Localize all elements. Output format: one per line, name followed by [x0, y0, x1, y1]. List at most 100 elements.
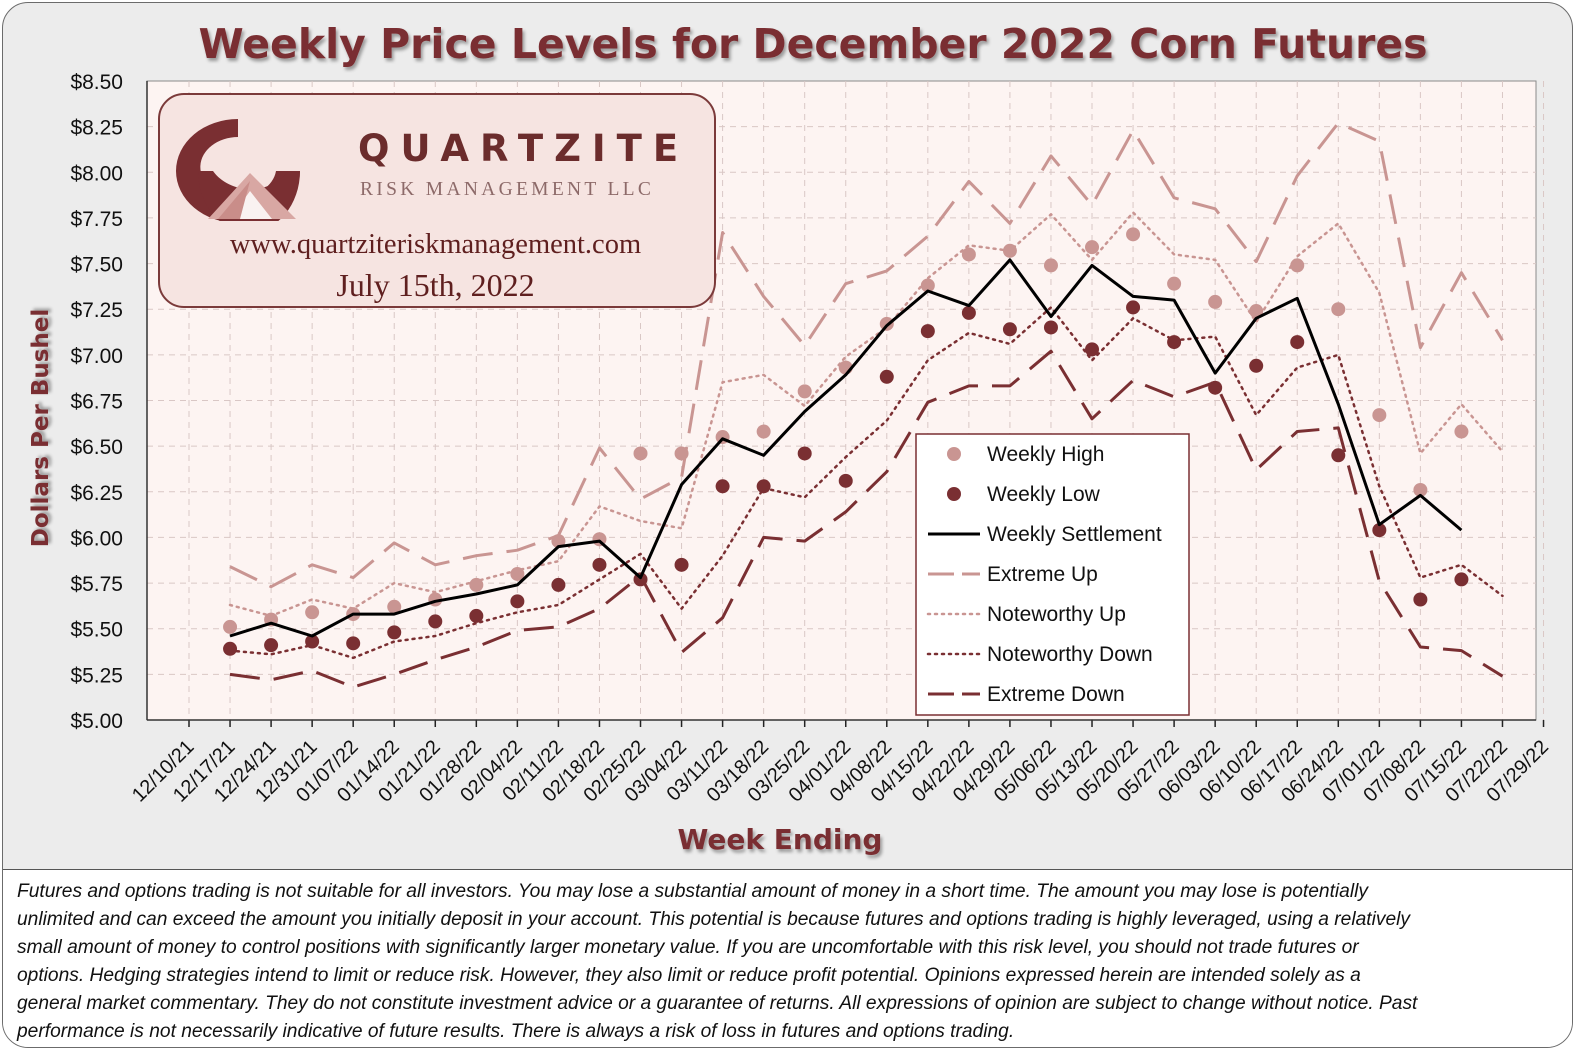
disclaimer-line: options. Hedging strategies intend to li… — [17, 965, 1361, 986]
point-weekly-high — [674, 446, 689, 461]
point-weekly-low — [674, 557, 689, 572]
point-weekly-low — [1002, 322, 1017, 337]
point-weekly-low — [305, 634, 320, 649]
series-line-weekly-settlement — [229, 258, 1463, 638]
point-weekly-high — [223, 619, 238, 634]
legend: Weekly High Weekly Low Weekly Settlement Ex… — [915, 433, 1190, 716]
y-axis: $5.00 $5.25 $5.50 $5.75 $6.00 $6.25 $6.50 $6.75… — [70, 71, 148, 733]
point-weekly-high — [1167, 276, 1182, 291]
point-weekly-low — [1331, 448, 1346, 463]
point-weekly-low — [1290, 335, 1305, 350]
y-tick-label: $5.00 — [70, 710, 123, 733]
point-weekly-low — [1249, 358, 1264, 373]
point-weekly-low — [961, 305, 976, 320]
point-weekly-low — [223, 641, 238, 656]
company-name: QUARTZITE — [358, 127, 690, 170]
point-weekly-high — [1085, 240, 1100, 255]
report-date: July 15th, 2022 — [336, 267, 535, 303]
y-tick-label: $5.50 — [70, 619, 123, 642]
point-weekly-low — [1085, 342, 1100, 357]
point-weekly-low — [756, 479, 771, 494]
point-weekly-high — [1249, 304, 1264, 319]
point-weekly-high — [510, 566, 525, 581]
point-weekly-high — [1413, 482, 1428, 497]
point-weekly-high — [1454, 424, 1469, 439]
y-tick-label: $6.00 — [70, 527, 123, 550]
point-weekly-high — [551, 534, 566, 549]
disclaimer: Futures and options trading is not suita… — [3, 869, 1572, 1047]
series-line-extreme-down — [229, 349, 1504, 689]
point-weekly-high — [1290, 258, 1305, 273]
company-website[interactable]: www.quartziteriskmanagement.com — [229, 229, 642, 260]
legend-label: Weekly Low — [987, 483, 1101, 506]
y-tick-label: $7.75 — [70, 208, 123, 231]
legend-label: Noteworthy Up — [987, 603, 1126, 626]
y-tick-label: $5.25 — [70, 664, 123, 687]
point-weekly-low — [1372, 523, 1387, 538]
point-weekly-high — [797, 384, 812, 399]
y-tick-label: $7.25 — [70, 299, 123, 322]
disclaimer-line: small amount of money to control positio… — [17, 937, 1359, 958]
point-weekly-low — [387, 625, 402, 640]
legend-label: Extreme Down — [987, 683, 1125, 706]
point-weekly-low — [264, 638, 279, 653]
point-weekly-low — [1208, 380, 1223, 395]
legend-symbol — [947, 487, 961, 501]
point-weekly-high — [387, 599, 402, 614]
point-weekly-high — [1126, 227, 1141, 242]
point-weekly-low — [469, 608, 484, 623]
point-weekly-low — [1413, 592, 1428, 607]
disclaimer-line: performance is not necessarily indicativ… — [17, 1021, 1015, 1042]
y-tick-label: $8.00 — [70, 162, 123, 185]
y-tick-label: $6.25 — [70, 482, 123, 505]
company-subtitle: RISK MANAGEMENT LLC — [360, 179, 655, 200]
point-weekly-low — [1167, 335, 1182, 350]
legend-label: Extreme Up — [987, 563, 1098, 586]
point-weekly-low — [1126, 300, 1141, 315]
y-tick-label: $8.50 — [70, 71, 123, 94]
y-tick-label: $7.00 — [70, 345, 123, 368]
point-weekly-high — [961, 247, 976, 262]
point-weekly-high — [469, 577, 484, 592]
point-weekly-low — [920, 324, 935, 339]
point-weekly-high — [1002, 243, 1017, 258]
point-weekly-low — [428, 614, 443, 629]
point-weekly-low — [1043, 320, 1058, 335]
point-weekly-low — [592, 557, 607, 572]
quartzite-logo — [176, 119, 300, 221]
point-weekly-low — [510, 594, 525, 609]
point-weekly-low — [838, 473, 853, 488]
y-tick-label: $8.25 — [70, 117, 123, 140]
point-weekly-high — [1043, 258, 1058, 273]
point-weekly-high — [756, 424, 771, 439]
point-weekly-low — [797, 446, 812, 461]
disclaimer-line: Futures and options trading is not suita… — [17, 881, 1368, 902]
point-weekly-high — [920, 278, 935, 293]
y-tick-label: $6.50 — [70, 436, 123, 459]
point-weekly-high — [633, 446, 648, 461]
point-weekly-low — [551, 577, 566, 592]
point-weekly-high — [305, 605, 320, 620]
y-tick-label: $5.75 — [70, 573, 123, 596]
point-weekly-low — [715, 479, 730, 494]
y-tick-label: $6.75 — [70, 391, 123, 414]
legend-box — [915, 433, 1190, 716]
point-weekly-low — [1454, 572, 1469, 587]
legend-symbol — [947, 447, 961, 461]
legend-label: Weekly Settlement — [987, 523, 1162, 546]
point-weekly-high — [1331, 302, 1346, 317]
chart-title: Weekly Price Levels for December 2022 Co… — [198, 20, 1427, 68]
point-weekly-high — [1372, 408, 1387, 423]
point-weekly-low — [346, 636, 361, 651]
x-axis-title: Week Ending — [678, 823, 883, 856]
series-line-extreme-up — [229, 121, 1504, 589]
series-line-noteworthy-up — [228, 211, 1504, 618]
y-axis-title: Dollars Per Bushel — [28, 309, 54, 547]
disclaimer-line: general market commentary. They do not c… — [17, 993, 1418, 1014]
point-weekly-low — [879, 369, 894, 384]
series-group — [223, 121, 1504, 689]
point-weekly-high — [1208, 294, 1223, 309]
disclaimer-line: unlimited and can exceed the amount you … — [17, 909, 1410, 930]
y-tick-label: $7.50 — [70, 254, 123, 277]
